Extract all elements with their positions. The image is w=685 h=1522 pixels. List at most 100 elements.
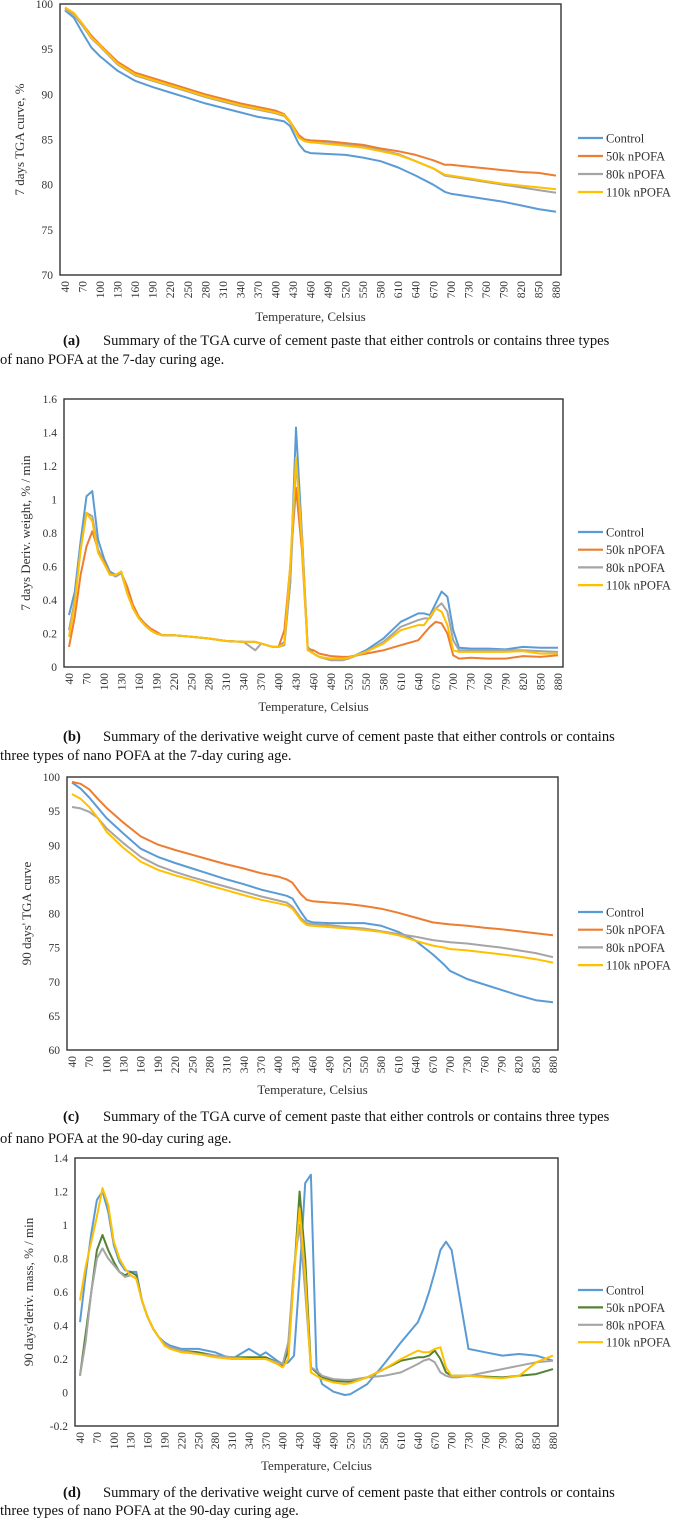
x-tick-label: 610 xyxy=(396,1432,408,1450)
legend-label: Control xyxy=(606,1284,645,1298)
series-line-control xyxy=(68,426,558,661)
x-tick-label: 430 xyxy=(288,281,300,299)
legend-label: 110k nPOFA xyxy=(606,1336,671,1350)
caption-a-line2: of nano POFA at the 7-day curing age. xyxy=(0,352,225,368)
legend-label: 80k nPOFA xyxy=(606,561,665,575)
y-axis-label: 7 days Deriv. weight, % / min xyxy=(18,455,33,611)
legend-label: 50k nPOFA xyxy=(606,150,665,164)
x-tick-label: 340 xyxy=(244,1432,256,1450)
legend-label: 50k nPOFA xyxy=(606,923,665,937)
y-tick-label: 0 xyxy=(51,662,57,674)
y-tick-label: 0.8 xyxy=(43,528,58,540)
x-tick-label: 490 xyxy=(325,1056,337,1074)
y-tick-label: 1.4 xyxy=(43,428,58,440)
series-line-80k-npofa xyxy=(64,8,557,194)
series-line-control xyxy=(79,1173,554,1396)
x-tick-label: 640 xyxy=(411,281,423,299)
y-axis-label: 90 days' TGA curve xyxy=(19,861,34,965)
legend-label: 80k nPOFA xyxy=(606,168,665,182)
x-tick-label: 880 xyxy=(551,281,563,299)
x-tick-label: 40 xyxy=(64,673,76,685)
x-tick-label: 820 xyxy=(514,1056,526,1074)
x-tick-label: 580 xyxy=(376,1056,388,1074)
legend-label: Control xyxy=(606,132,645,146)
x-tick-label: 340 xyxy=(239,1056,251,1074)
y-tick-label: 0.8 xyxy=(54,1254,69,1266)
y-tick-label: 0 xyxy=(62,1388,68,1400)
x-tick-label: 670 xyxy=(428,1056,440,1074)
series-line-50k-npofa xyxy=(68,486,559,660)
x-tick-label: 70 xyxy=(92,1432,104,1444)
x-axis-label: Temperature, Celsius xyxy=(257,1082,367,1097)
caption-d-line1: (d) Summary of the derivative weight curv… xyxy=(63,1485,615,1502)
x-tick-label: 820 xyxy=(516,281,528,299)
x-tick-label: 880 xyxy=(553,673,565,691)
x-tick-label: 520 xyxy=(342,1056,354,1074)
y-tick-label: 1.4 xyxy=(54,1153,69,1165)
x-tick-label: 490 xyxy=(328,1432,340,1450)
x-tick-label: 490 xyxy=(323,281,335,299)
legend-label: 110k nPOFA xyxy=(606,959,671,973)
x-tick-label: 250 xyxy=(186,673,198,691)
x-tick-label: 340 xyxy=(235,281,247,299)
x-tick-label: 760 xyxy=(483,673,495,691)
caption-d-text: Summary of the derivative weight curve o… xyxy=(103,1485,615,1501)
legend-label: 110k nPOFA xyxy=(606,186,671,200)
x-tick-label: 430 xyxy=(291,673,303,691)
x-tick-label: 550 xyxy=(358,281,370,299)
x-tick-label: 370 xyxy=(256,673,268,691)
x-tick-label: 220 xyxy=(176,1432,188,1450)
x-axis-label: Temperature, Celcius xyxy=(261,1458,372,1473)
x-tick-label: 400 xyxy=(270,281,282,299)
x-tick-label: 40 xyxy=(60,281,72,293)
series-line-control xyxy=(71,781,554,1004)
y-tick-label: 100 xyxy=(36,0,54,11)
series-line-110k-npofa xyxy=(71,793,554,964)
x-tick-label: 640 xyxy=(411,1056,423,1074)
series-line-110k-npofa xyxy=(68,456,558,660)
y-tick-label: 100 xyxy=(43,772,61,784)
series-line-80k-npofa xyxy=(68,461,559,662)
series-line-80k-npofa xyxy=(79,1224,554,1381)
y-tick-label: 80 xyxy=(42,180,54,192)
x-tick-label: 100 xyxy=(99,673,111,691)
legend-label: 50k nPOFA xyxy=(606,543,665,557)
series-line-control xyxy=(64,9,557,213)
x-tick-label: 640 xyxy=(413,1432,425,1450)
y-tick-label: 0.4 xyxy=(54,1321,69,1333)
caption-b-text: Summary of the derivative weight curve o… xyxy=(103,729,615,745)
x-tick-label: 250 xyxy=(187,1056,199,1074)
y-tick-label: 0.6 xyxy=(54,1287,69,1299)
y-tick-label: 1 xyxy=(62,1220,68,1232)
x-tick-label: 400 xyxy=(273,1056,285,1074)
x-tick-label: 130 xyxy=(113,281,125,299)
x-tick-label: 220 xyxy=(169,673,181,691)
x-tick-label: 190 xyxy=(159,1432,171,1450)
x-tick-label: 760 xyxy=(479,1056,491,1074)
x-tick-label: 850 xyxy=(533,281,545,299)
caption-c-label: (c) xyxy=(63,1109,80,1125)
x-tick-label: 250 xyxy=(193,1432,205,1450)
x-tick-label: 550 xyxy=(359,1056,371,1074)
y-axis-label: 90 days'deriv. mass, % / min xyxy=(21,1217,36,1366)
caption-b-label: (b) xyxy=(63,729,81,745)
caption-c-line1: (c) Summary of the TGA curve of cement pa… xyxy=(63,1109,609,1126)
y-tick-label: 90 xyxy=(42,89,54,101)
x-tick-label: 160 xyxy=(134,673,146,691)
series-line-50k-npofa xyxy=(64,6,557,177)
y-tick-label: 80 xyxy=(49,909,61,921)
x-tick-label: 610 xyxy=(393,1056,405,1074)
y-tick-label: 60 xyxy=(49,1045,61,1057)
chart-a-tga-7day: 70 75 80 85 90 95 100 40 70 100 130 160 190 220 250 280… xyxy=(12,0,671,324)
caption-a-line1: (a) Summary of the TGA curve of cement pa… xyxy=(63,333,609,350)
x-tick-label: 700 xyxy=(447,1432,459,1450)
x-tick-label: 850 xyxy=(531,1056,543,1074)
x-tick-label: 70 xyxy=(81,673,93,685)
x-tick-label: 40 xyxy=(75,1432,87,1444)
legend-label: Control xyxy=(606,906,645,920)
y-tick-label: 1 xyxy=(51,495,57,507)
series-line-50k-npofa xyxy=(71,780,554,937)
x-tick-label: 820 xyxy=(514,1432,526,1450)
y-tick-label: 90 xyxy=(49,840,61,852)
x-tick-label: 580 xyxy=(376,281,388,299)
